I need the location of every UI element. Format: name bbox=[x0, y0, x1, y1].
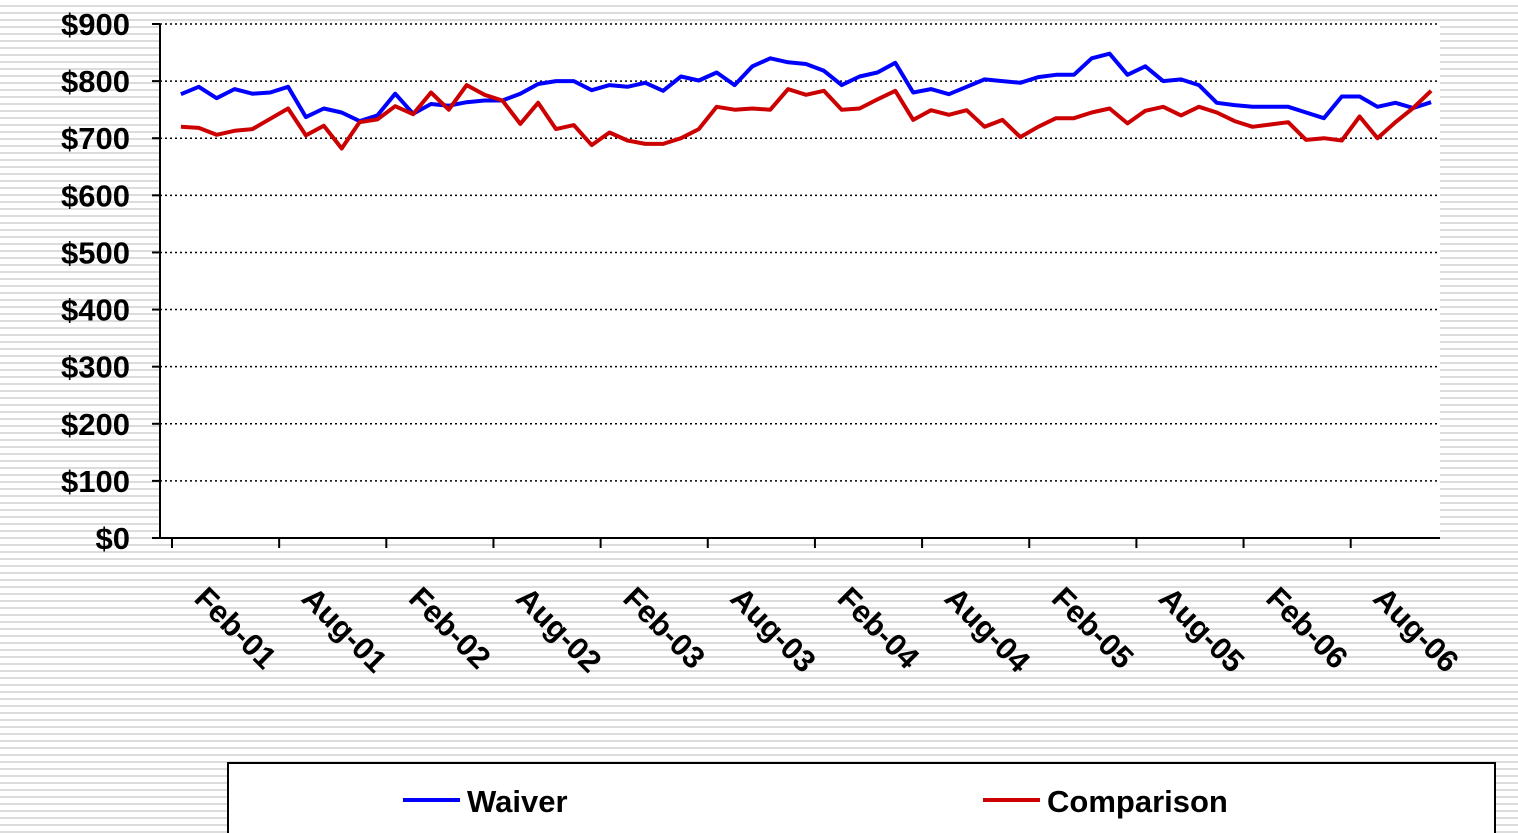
x-tick-label: Feb-04 bbox=[831, 580, 927, 676]
x-tick-label: Feb-03 bbox=[616, 580, 711, 675]
series-line bbox=[180, 51, 1432, 124]
x-tick-label: Aug-04 bbox=[938, 580, 1038, 680]
x-tick-label: Feb-05 bbox=[1045, 580, 1140, 675]
x-tick-label: Aug-06 bbox=[1367, 580, 1466, 679]
plot-area bbox=[160, 24, 1440, 538]
x-tick-label: Feb-01 bbox=[188, 580, 283, 675]
y-tick-label: $0 bbox=[96, 521, 130, 556]
y-tick-label: $100 bbox=[61, 464, 130, 499]
x-tick-label: Aug-03 bbox=[724, 580, 823, 679]
y-tick-label: $900 bbox=[61, 7, 130, 42]
y-tick-label: $600 bbox=[61, 178, 130, 213]
y-tick-label: $300 bbox=[61, 350, 130, 385]
x-tick-label: Feb-06 bbox=[1259, 580, 1354, 675]
x-tick-label: Aug-05 bbox=[1152, 580, 1251, 679]
x-tick-label: Aug-01 bbox=[295, 580, 394, 679]
y-tick-label: $500 bbox=[61, 235, 130, 270]
series-line bbox=[180, 83, 1433, 151]
y-tick-label: $700 bbox=[61, 121, 130, 156]
y-tick-label: $800 bbox=[61, 64, 130, 99]
x-tick-label: Feb-02 bbox=[402, 580, 497, 675]
legend-label: Comparison bbox=[1047, 784, 1228, 819]
y-tick-label: $400 bbox=[61, 293, 130, 328]
y-tick-label: $200 bbox=[61, 407, 130, 442]
legend-label: Waiver bbox=[467, 784, 568, 819]
x-tick-label: Aug-02 bbox=[509, 580, 608, 679]
